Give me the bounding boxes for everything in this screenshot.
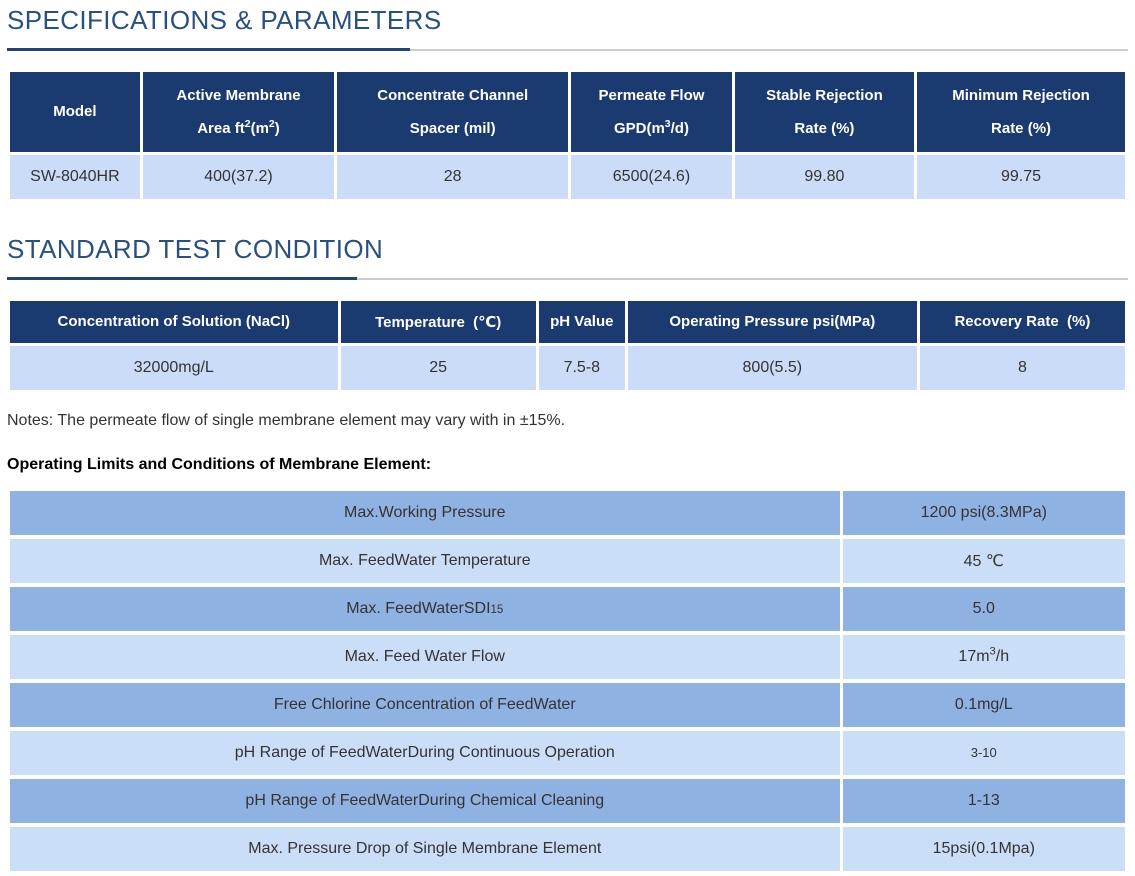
limits-row-max-pressure-drop: Max. Pressure Drop of Single Membrane El… — [10, 826, 1125, 871]
cell-concentrate-channel-spacer: 28 — [337, 154, 569, 199]
limits-row-max-feed-water-flow: Max. Feed Water Flow 17m3/h — [10, 634, 1125, 679]
limits-value-cell: 17m3/h — [842, 634, 1125, 679]
column-header-permeate-flow: Permeate Flow GPD(m3/d) — [571, 71, 732, 152]
specifications-header-row: Model Active Membrane Area ft2(m2) Concen… — [10, 71, 1125, 152]
limits-row-max-feedwater-sdi: Max. FeedWaterSDI15 5.0 — [10, 586, 1125, 631]
column-header-minimum-rejection-rate: Minimum Rejection Rate (%) — [917, 71, 1125, 152]
specifications-data-row: SW-8040HR 400(37.2) 28 6500(24.6) 99.80 … — [10, 154, 1125, 199]
cell-permeate-flow: 6500(24.6) — [571, 154, 732, 199]
limits-row-max-working-pressure: Max.Working Pressure 1200 psi(8.3MPa) — [10, 490, 1125, 535]
cell-temperature: 25 — [340, 345, 536, 390]
limits-row-free-chlorine-concentration: Free Chlorine Concentration of FeedWater… — [10, 682, 1125, 727]
limits-value-cell: 0.1mg/L — [842, 682, 1125, 727]
limits-value-cell: 45 ℃ — [842, 538, 1125, 583]
underline-blue-segment — [7, 276, 357, 280]
limits-label-cell: Free Chlorine Concentration of FeedWater — [10, 682, 840, 727]
test-condition-table: Concentration of Solution (NaCl) Tempera… — [7, 298, 1128, 393]
column-header-operating-pressure: Operating Pressure psi(MPa) — [627, 300, 917, 343]
operating-limits-heading: Operating Limits and Conditions of Membr… — [7, 455, 432, 473]
cell-minimum-rejection-rate: 99.75 — [917, 154, 1125, 199]
underline-gray-segment — [7, 277, 1128, 280]
column-header-concentrate-channel-spacer: Concentrate Channel Spacer (mil) — [337, 71, 569, 152]
limits-value-cell: 15psi(0.1Mpa) — [842, 826, 1125, 871]
operating-limits-table: Max.Working Pressure 1200 psi(8.3MPa) Ma… — [7, 487, 1128, 875]
limits-label-cell: pH Range of FeedWaterDuring Continuous O… — [10, 730, 840, 775]
section-title-standard-test-condition: STANDARD TEST CONDITION — [7, 233, 384, 264]
limits-label-cell: Max. Pressure Drop of Single Membrane El… — [10, 826, 840, 871]
column-header-stable-rejection-rate: Stable Rejection Rate (%) — [734, 71, 915, 152]
title-underline-specifications — [7, 47, 1128, 51]
underline-gray-segment — [7, 48, 1128, 51]
cell-stable-rejection-rate: 99.80 — [734, 154, 915, 199]
cell-operating-pressure: 800(5.5) — [627, 345, 917, 390]
limits-label-cell: Max. FeedWaterSDI15 — [10, 586, 840, 631]
column-header-concentration-of-solution: Concentration of Solution (NaCl) — [10, 300, 338, 343]
test-condition-data-row: 32000mg/L 25 7.5-8 800(5.5) 8 — [10, 345, 1125, 390]
limits-value-cell: 1200 psi(8.3MPa) — [842, 490, 1125, 535]
cell-model: SW-8040HR — [10, 154, 140, 199]
column-header-model: Model — [10, 71, 140, 152]
specifications-table: Model Active Membrane Area ft2(m2) Concen… — [7, 69, 1128, 202]
limits-row-ph-range-continuous-operation: pH Range of FeedWaterDuring Continuous O… — [10, 730, 1125, 775]
cell-ph-value: 7.5-8 — [538, 345, 625, 390]
limits-value-cell: 3-10 — [842, 730, 1125, 775]
section-title-specifications: SPECIFICATIONS & PARAMETERS — [7, 5, 442, 35]
cell-recovery-rate: 8 — [919, 345, 1125, 390]
column-header-ph-value: pH Value — [538, 300, 625, 343]
limits-value-cell: 1-13 — [842, 778, 1125, 823]
limits-row-max-feedwater-temperature: Max. FeedWater Temperature 45 ℃ — [10, 538, 1125, 583]
limits-label-cell: pH Range of FeedWaterDuring Chemical Cle… — [10, 778, 840, 823]
underline-blue-segment — [7, 47, 410, 51]
limits-value-cell: 5.0 — [842, 586, 1125, 631]
limits-row-ph-range-chemical-cleaning: pH Range of FeedWaterDuring Chemical Cle… — [10, 778, 1125, 823]
cell-active-membrane-area: 400(37.2) — [142, 154, 335, 199]
column-header-active-membrane-area: Active Membrane Area ft2(m2) — [142, 71, 335, 152]
cell-concentration-of-solution: 32000mg/L — [10, 345, 338, 390]
limits-label-cell: Max.Working Pressure — [10, 490, 840, 535]
notes-text: Notes: The permeate flow of single membr… — [7, 411, 566, 429]
column-header-recovery-rate: Recovery Rate (%) — [919, 300, 1125, 343]
limits-label-cell: Max. Feed Water Flow — [10, 634, 840, 679]
title-underline-test-condition — [7, 276, 1128, 280]
test-condition-header-row: Concentration of Solution (NaCl) Tempera… — [10, 300, 1125, 343]
limits-label-cell: Max. FeedWater Temperature — [10, 538, 840, 583]
column-header-temperature: Temperature (℃) — [340, 300, 536, 343]
